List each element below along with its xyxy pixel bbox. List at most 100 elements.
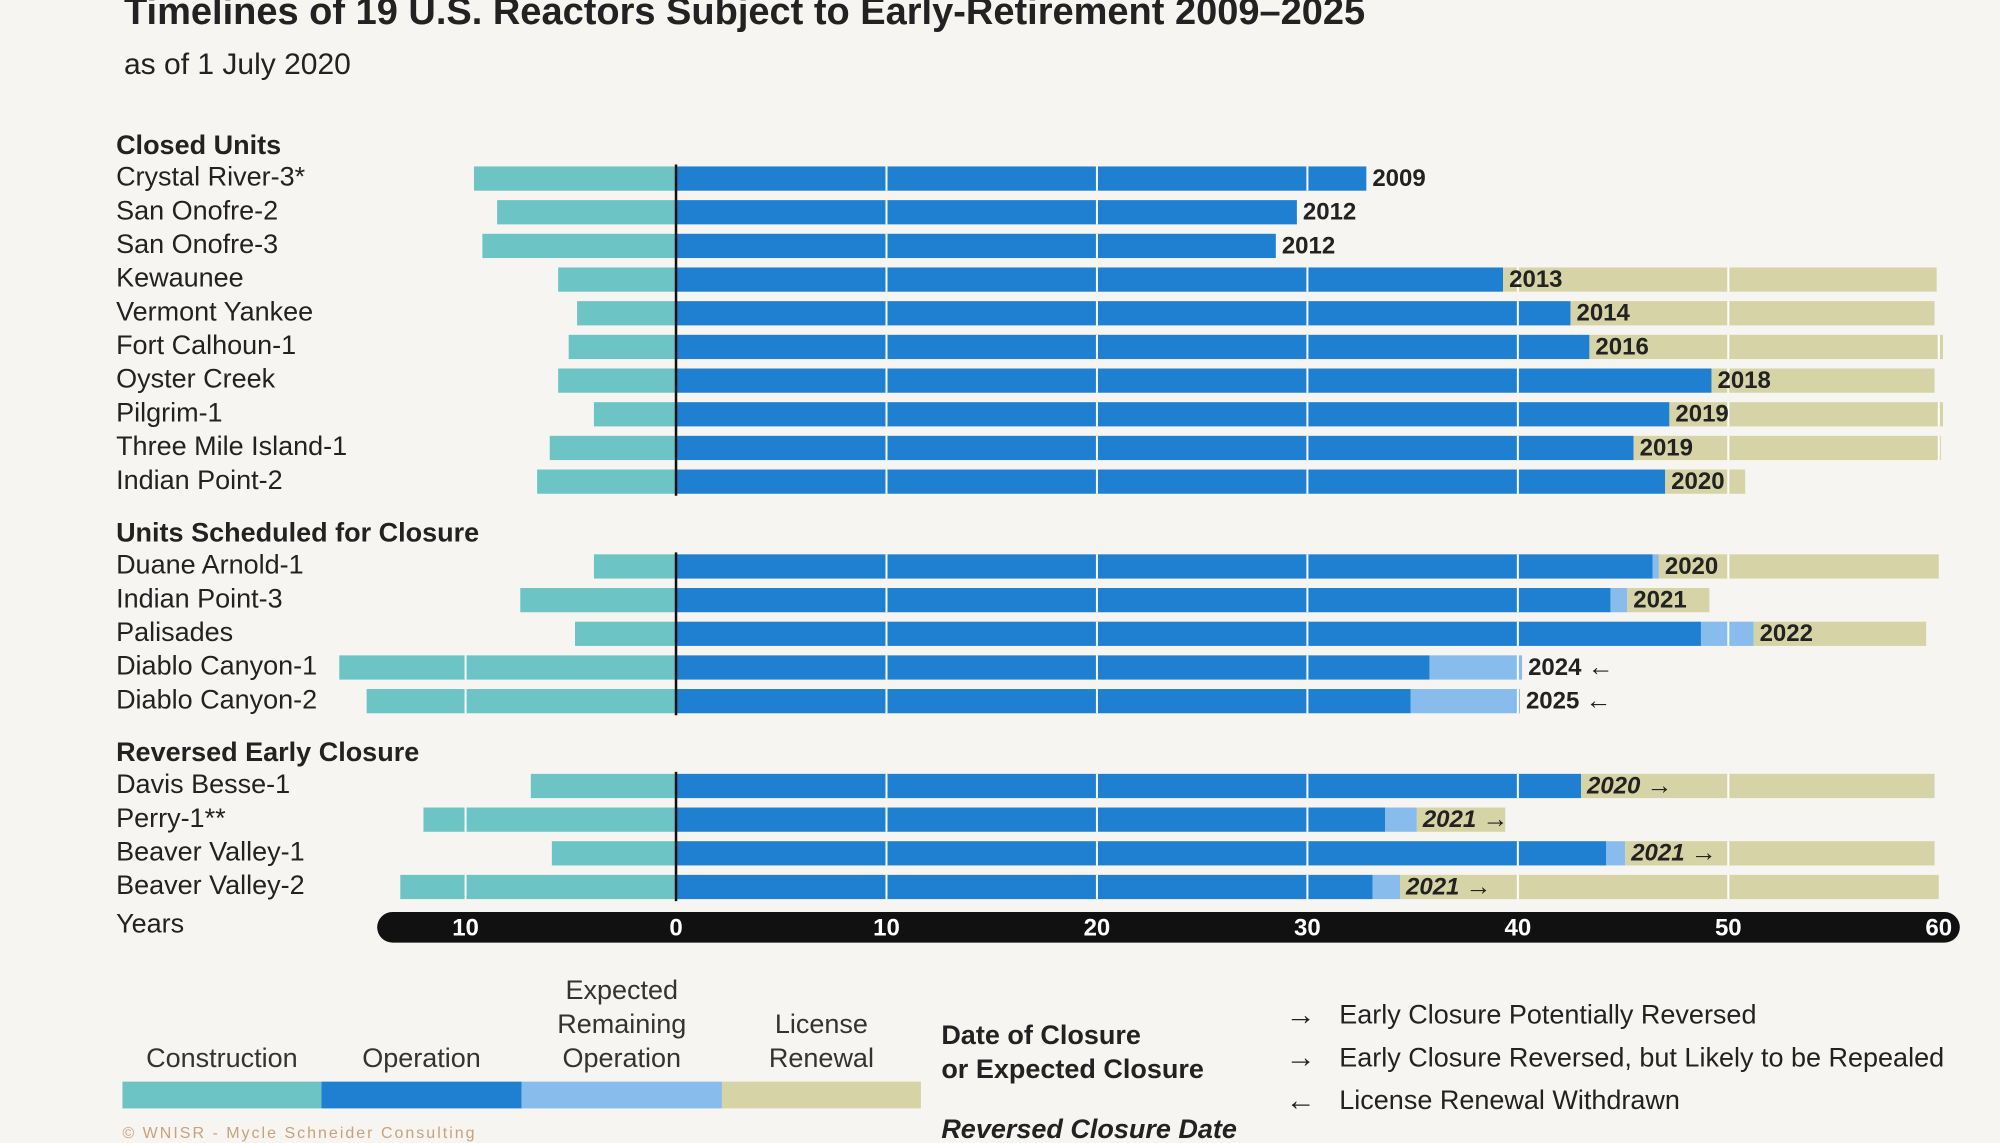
- renewal-bar: [1669, 402, 1943, 427]
- closure-label: 2021: [1633, 586, 1686, 613]
- operation-bar: [676, 334, 1590, 360]
- unit-name: San Onofre-2: [116, 195, 278, 225]
- group-header: Units Scheduled for Closure: [116, 518, 479, 548]
- renewal-bar: [1416, 807, 1506, 832]
- renewal-bar: [1627, 588, 1710, 613]
- closure-arrow: →: [1646, 770, 1672, 800]
- remaining-bar: [1610, 588, 1628, 613]
- operation-bar: [676, 301, 1571, 326]
- closure-label: 2021: [1422, 806, 1476, 833]
- unit-name: San Onofre-3: [116, 229, 278, 259]
- operation-bar: [676, 874, 1373, 900]
- operation-bar: [676, 621, 1701, 646]
- legend-label: Construction: [146, 1043, 298, 1074]
- remaining-bar: [1372, 874, 1400, 900]
- renewal-bar: [1665, 469, 1746, 494]
- construction-bar: [537, 469, 677, 494]
- construction-bar: [575, 621, 677, 646]
- renewal-bar: [1633, 435, 1941, 461]
- group-header: Reversed Early Closure: [116, 737, 419, 767]
- source: © WNISR - Mycle Schneider Consulting: [122, 1125, 476, 1142]
- x-tick-label: 50: [1715, 915, 1742, 942]
- unit-name: Davis Besse-1: [116, 769, 290, 799]
- unit-name: Palisades: [116, 617, 233, 647]
- legend-swatch: [521, 1081, 722, 1109]
- legend-arrow: →: [1286, 999, 1316, 1032]
- unit-name: Oyster Creek: [116, 364, 276, 394]
- chart-title: Timelines of 19 U.S. Reactors Subject to…: [124, 0, 1365, 33]
- renewal-bar: [1580, 773, 1935, 799]
- unit-name: Pilgrim-1: [116, 397, 223, 427]
- renewal-bar: [1625, 841, 1935, 866]
- closure-arrow: →: [1465, 871, 1491, 901]
- unit-name: Crystal River-3*: [116, 162, 306, 192]
- construction-bar: [366, 689, 677, 714]
- unit-name: Duane Arnold-1: [116, 550, 304, 580]
- construction-bar: [593, 402, 677, 427]
- legend-label: License Renewal: [768, 1009, 874, 1074]
- renewal-bar: [1753, 621, 1927, 646]
- legend-arrow-label: Early Closure Reversed, but Likely to be…: [1339, 1042, 1944, 1072]
- closure-label: 2014: [1576, 300, 1630, 327]
- construction-bar: [473, 166, 677, 191]
- unit-name: Diablo Canyon-2: [116, 684, 317, 714]
- unit-name: Three Mile Island-1: [116, 431, 347, 461]
- renewal-bar: [1711, 368, 1935, 393]
- construction-bar: [400, 874, 677, 900]
- legend-arrow: ←: [1286, 1084, 1316, 1117]
- operation-bar: [676, 435, 1634, 461]
- legend-label: Operation: [362, 1043, 481, 1074]
- operation-bar: [676, 554, 1653, 579]
- legend-swatch: [321, 1081, 522, 1109]
- closure-label: 2018: [1717, 367, 1770, 394]
- operation-bar: [676, 841, 1607, 866]
- closure-label: 2016: [1595, 333, 1648, 360]
- x-tick-label: 30: [1294, 915, 1321, 942]
- legend-arrow: →: [1286, 1041, 1316, 1074]
- operation-bar: [676, 267, 1504, 292]
- unit-name: Indian Point-3: [116, 583, 283, 613]
- renewal-bar: [1570, 301, 1935, 326]
- operation-bar: [676, 588, 1611, 613]
- unit-name: Vermont Yankee: [116, 296, 313, 326]
- closure-arrow: ←: [1585, 685, 1611, 715]
- remaining-bar: [1410, 689, 1520, 714]
- construction-bar: [551, 841, 677, 866]
- unit-name: Indian Point-2: [116, 465, 283, 495]
- chart-subtitle: as of 1 July 2020: [124, 48, 351, 81]
- closure-label: 2022: [1760, 620, 1813, 647]
- operation-bar: [676, 166, 1367, 191]
- x-tick-label: 10: [873, 915, 900, 942]
- x-axis-label: Years: [116, 908, 184, 938]
- remaining-bar: [1652, 554, 1659, 579]
- reversed-legend: Reversed Closure Date: [941, 1114, 1237, 1143]
- x-tick-label: 20: [1084, 915, 1111, 942]
- operation-bar: [676, 200, 1297, 225]
- closure-label: 2009: [1372, 165, 1425, 192]
- closure-arrow: →: [1691, 837, 1717, 867]
- closure-label: 2020: [1586, 772, 1641, 799]
- remaining-bar: [1385, 807, 1417, 832]
- closure-label: 2012: [1282, 232, 1335, 259]
- renewal-bar: [1658, 554, 1939, 579]
- operation-bar: [676, 233, 1276, 259]
- remaining-bar: [1429, 655, 1523, 680]
- construction-bar: [520, 588, 677, 613]
- construction-bar: [558, 368, 677, 393]
- unit-name: Diablo Canyon-1: [116, 651, 317, 681]
- unit-name: Fort Calhoun-1: [116, 330, 296, 360]
- construction-bar: [577, 301, 677, 326]
- x-tick-label: 60: [1925, 915, 1952, 942]
- construction-bar: [593, 554, 677, 579]
- x-tick-label: 0: [669, 915, 682, 942]
- x-tick-label: 40: [1505, 915, 1532, 942]
- operation-bar: [676, 807, 1386, 832]
- renewal-bar: [1400, 874, 1939, 900]
- construction-bar: [497, 200, 677, 225]
- closure-label: 2020: [1671, 468, 1724, 495]
- remaining-bar: [1606, 841, 1626, 866]
- construction-bar: [530, 773, 677, 799]
- unit-name: Perry-1**: [116, 803, 226, 833]
- x-tick-label: 10: [452, 915, 479, 942]
